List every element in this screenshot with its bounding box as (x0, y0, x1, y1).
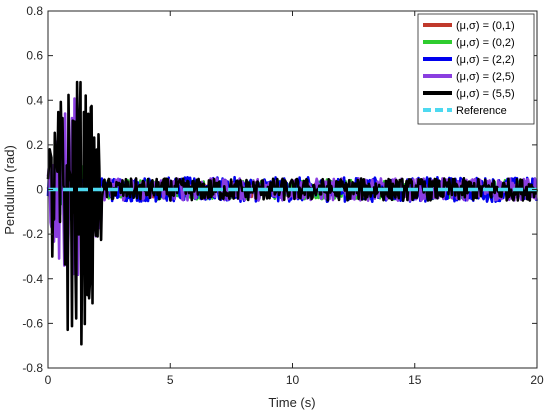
y-tick-label: -0.2 (22, 227, 43, 241)
x-axis-label: Time (s) (268, 395, 315, 410)
y-axis-label: Pendulum (rad) (2, 145, 17, 235)
legend-entry-label: (μ,σ) = (0,1) (456, 20, 515, 32)
ticks-layer: 0 5 10 15 20 -0.8 -0.6 -0.4 -0.2 0 0.2 0.4 0.6 0.8 (22, 4, 544, 387)
x-tick-label: 5 (167, 373, 174, 387)
x-tick-label: 15 (408, 373, 422, 387)
y-tick-label: 0.4 (26, 93, 43, 107)
legend-entry-label: (μ,σ) = (2,5) (456, 71, 515, 83)
y-tick-label: 0.2 (26, 138, 43, 152)
legend-entry-label: (μ,σ) = (2,2) (456, 54, 515, 66)
legend-entry-label: Reference (456, 105, 507, 117)
y-tick-label: 0.6 (26, 49, 43, 63)
legend-entry-label: (μ,σ) = (5,5) (456, 88, 515, 100)
y-tick-label: -0.6 (22, 316, 43, 330)
legend-items: (μ,σ) = (0,1) (μ,σ) = (0,2) (μ,σ) = (2,2) (… (423, 20, 515, 117)
y-tick-label: 0 (36, 183, 43, 197)
legend-entry-label: (μ,σ) = (0,2) (456, 37, 515, 49)
y-tick-label: -0.8 (22, 361, 43, 375)
x-tick-label: 20 (530, 373, 544, 387)
x-tick-label: 10 (286, 373, 300, 387)
series-line-4 (46, 80, 538, 346)
legend-box (417, 13, 535, 125)
y-tick-label: 0.8 (26, 4, 43, 18)
legend: (μ,σ) = (0,1) (μ,σ) = (0,2) (μ,σ) = (2,2) (… (417, 13, 535, 125)
y-tick-label: -0.4 (22, 272, 43, 286)
x-tick-label: 0 (45, 373, 52, 387)
series-layer (46, 80, 538, 346)
